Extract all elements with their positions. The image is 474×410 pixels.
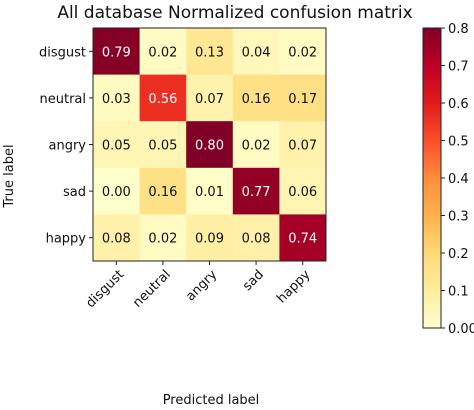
cell-value-label: 0.77 [242, 185, 271, 200]
colorbar-tick-label: 0.5 [448, 135, 469, 150]
heatmap-cell [279, 74, 327, 122]
heatmap-cell [139, 121, 187, 169]
cell-value-label: 0.04 [242, 45, 271, 60]
cell-value-label: 0.79 [102, 45, 131, 60]
y-axis-ticks: disgust neutral angry sad happy [39, 45, 93, 247]
cell-value-label: 0.07 [195, 92, 224, 107]
colorbar-tick-label: 0.8 [448, 22, 469, 37]
heatmap-cell [279, 167, 327, 215]
heatmap-cell [93, 167, 141, 215]
cell-value-label: 0.01 [195, 185, 224, 200]
x-axis-ticks: disgust neutral angry sad happy [83, 261, 314, 311]
colorbar: 0.00 0.1 0.2 0.3 0.4 0.5 0.6 0.7 0.8 [422, 22, 474, 337]
heatmap-cell [186, 121, 234, 169]
x-tick-label: disgust [83, 267, 127, 311]
heatmap-cell [232, 214, 280, 262]
y-tick-label: happy [46, 232, 87, 247]
y-tick-label: angry [49, 139, 87, 154]
cell-value-label: 0.03 [102, 92, 131, 107]
colorbar-gradient [422, 27, 442, 329]
plot-frame [92, 27, 327, 262]
heatmap-cell [139, 28, 187, 76]
heatmap-cell [139, 167, 187, 215]
x-axis-label: Predicted label [163, 393, 260, 408]
y-tick-label: neutral [40, 92, 87, 107]
heatmap-cell-labels: 0.79 0.02 0.13 0.04 0.02 0.03 0.56 0.07 0.16 0.17… [102, 45, 317, 246]
x-tick-label: neutral [130, 267, 173, 310]
heatmap-cell [186, 167, 234, 215]
heatmap-cell [93, 214, 141, 262]
heatmap-cell [139, 214, 187, 262]
y-axis-label: True label [2, 144, 17, 208]
cell-value-label: 0.06 [288, 185, 317, 200]
heatmap-cell [186, 214, 234, 262]
cell-value-label: 0.56 [148, 92, 177, 107]
x-tick-label: happy [274, 267, 313, 306]
colorbar-tick-label: 0.3 [448, 210, 469, 225]
heatmap-cell [232, 28, 280, 76]
cell-value-label: 0.07 [288, 139, 317, 154]
colorbar-tick-label: 0.00 [448, 322, 474, 337]
heatmap-cell [279, 214, 327, 262]
cell-value-label: 0.08 [242, 232, 271, 247]
heatmap-cell [139, 74, 187, 122]
heatmap-cell [186, 74, 234, 122]
cell-value-label: 0.16 [148, 185, 177, 200]
cell-value-label: 0.16 [242, 92, 271, 107]
cell-value-label: 0.74 [288, 232, 317, 247]
heatmap-cell [93, 74, 141, 122]
y-tick-label: disgust [39, 45, 86, 60]
cell-value-label: 0.02 [148, 45, 177, 60]
cell-value-label: 0.80 [195, 139, 224, 154]
heatmap-cell [232, 121, 280, 169]
cell-value-label: 0.05 [102, 139, 131, 154]
heatmap-cell [279, 28, 327, 76]
cell-value-label: 0.02 [288, 45, 317, 60]
colorbar-tick-label: 0.6 [448, 97, 469, 112]
cell-value-label: 0.13 [195, 45, 224, 60]
heatmap-cell [93, 28, 141, 76]
heatmap-cell [232, 74, 280, 122]
cell-value-label: 0.00 [102, 185, 131, 200]
colorbar-tick-label: 0.4 [448, 172, 469, 187]
cell-value-label: 0.05 [148, 139, 177, 154]
heatmap-cell [186, 28, 234, 76]
heatmap-cell [93, 121, 141, 169]
cell-value-label: 0.02 [242, 139, 271, 154]
heatmap-cell [279, 121, 327, 169]
cell-value-label: 0.08 [102, 232, 131, 247]
cell-value-label: 0.09 [195, 232, 224, 247]
chart-title: All database Normalized confusion matrix [57, 3, 412, 23]
x-tick-label: angry [183, 267, 220, 304]
colorbar-tick-label: 0.7 [448, 60, 469, 75]
x-tick-label: sad [240, 267, 267, 294]
heatmap-cells [93, 28, 327, 262]
heatmap-cell [232, 167, 280, 215]
cell-value-label: 0.02 [148, 232, 177, 247]
colorbar-tick-label: 0.1 [448, 285, 469, 300]
y-tick-label: sad [63, 185, 86, 200]
cell-value-label: 0.17 [288, 92, 317, 107]
colorbar-tick-label: 0.2 [448, 247, 469, 262]
